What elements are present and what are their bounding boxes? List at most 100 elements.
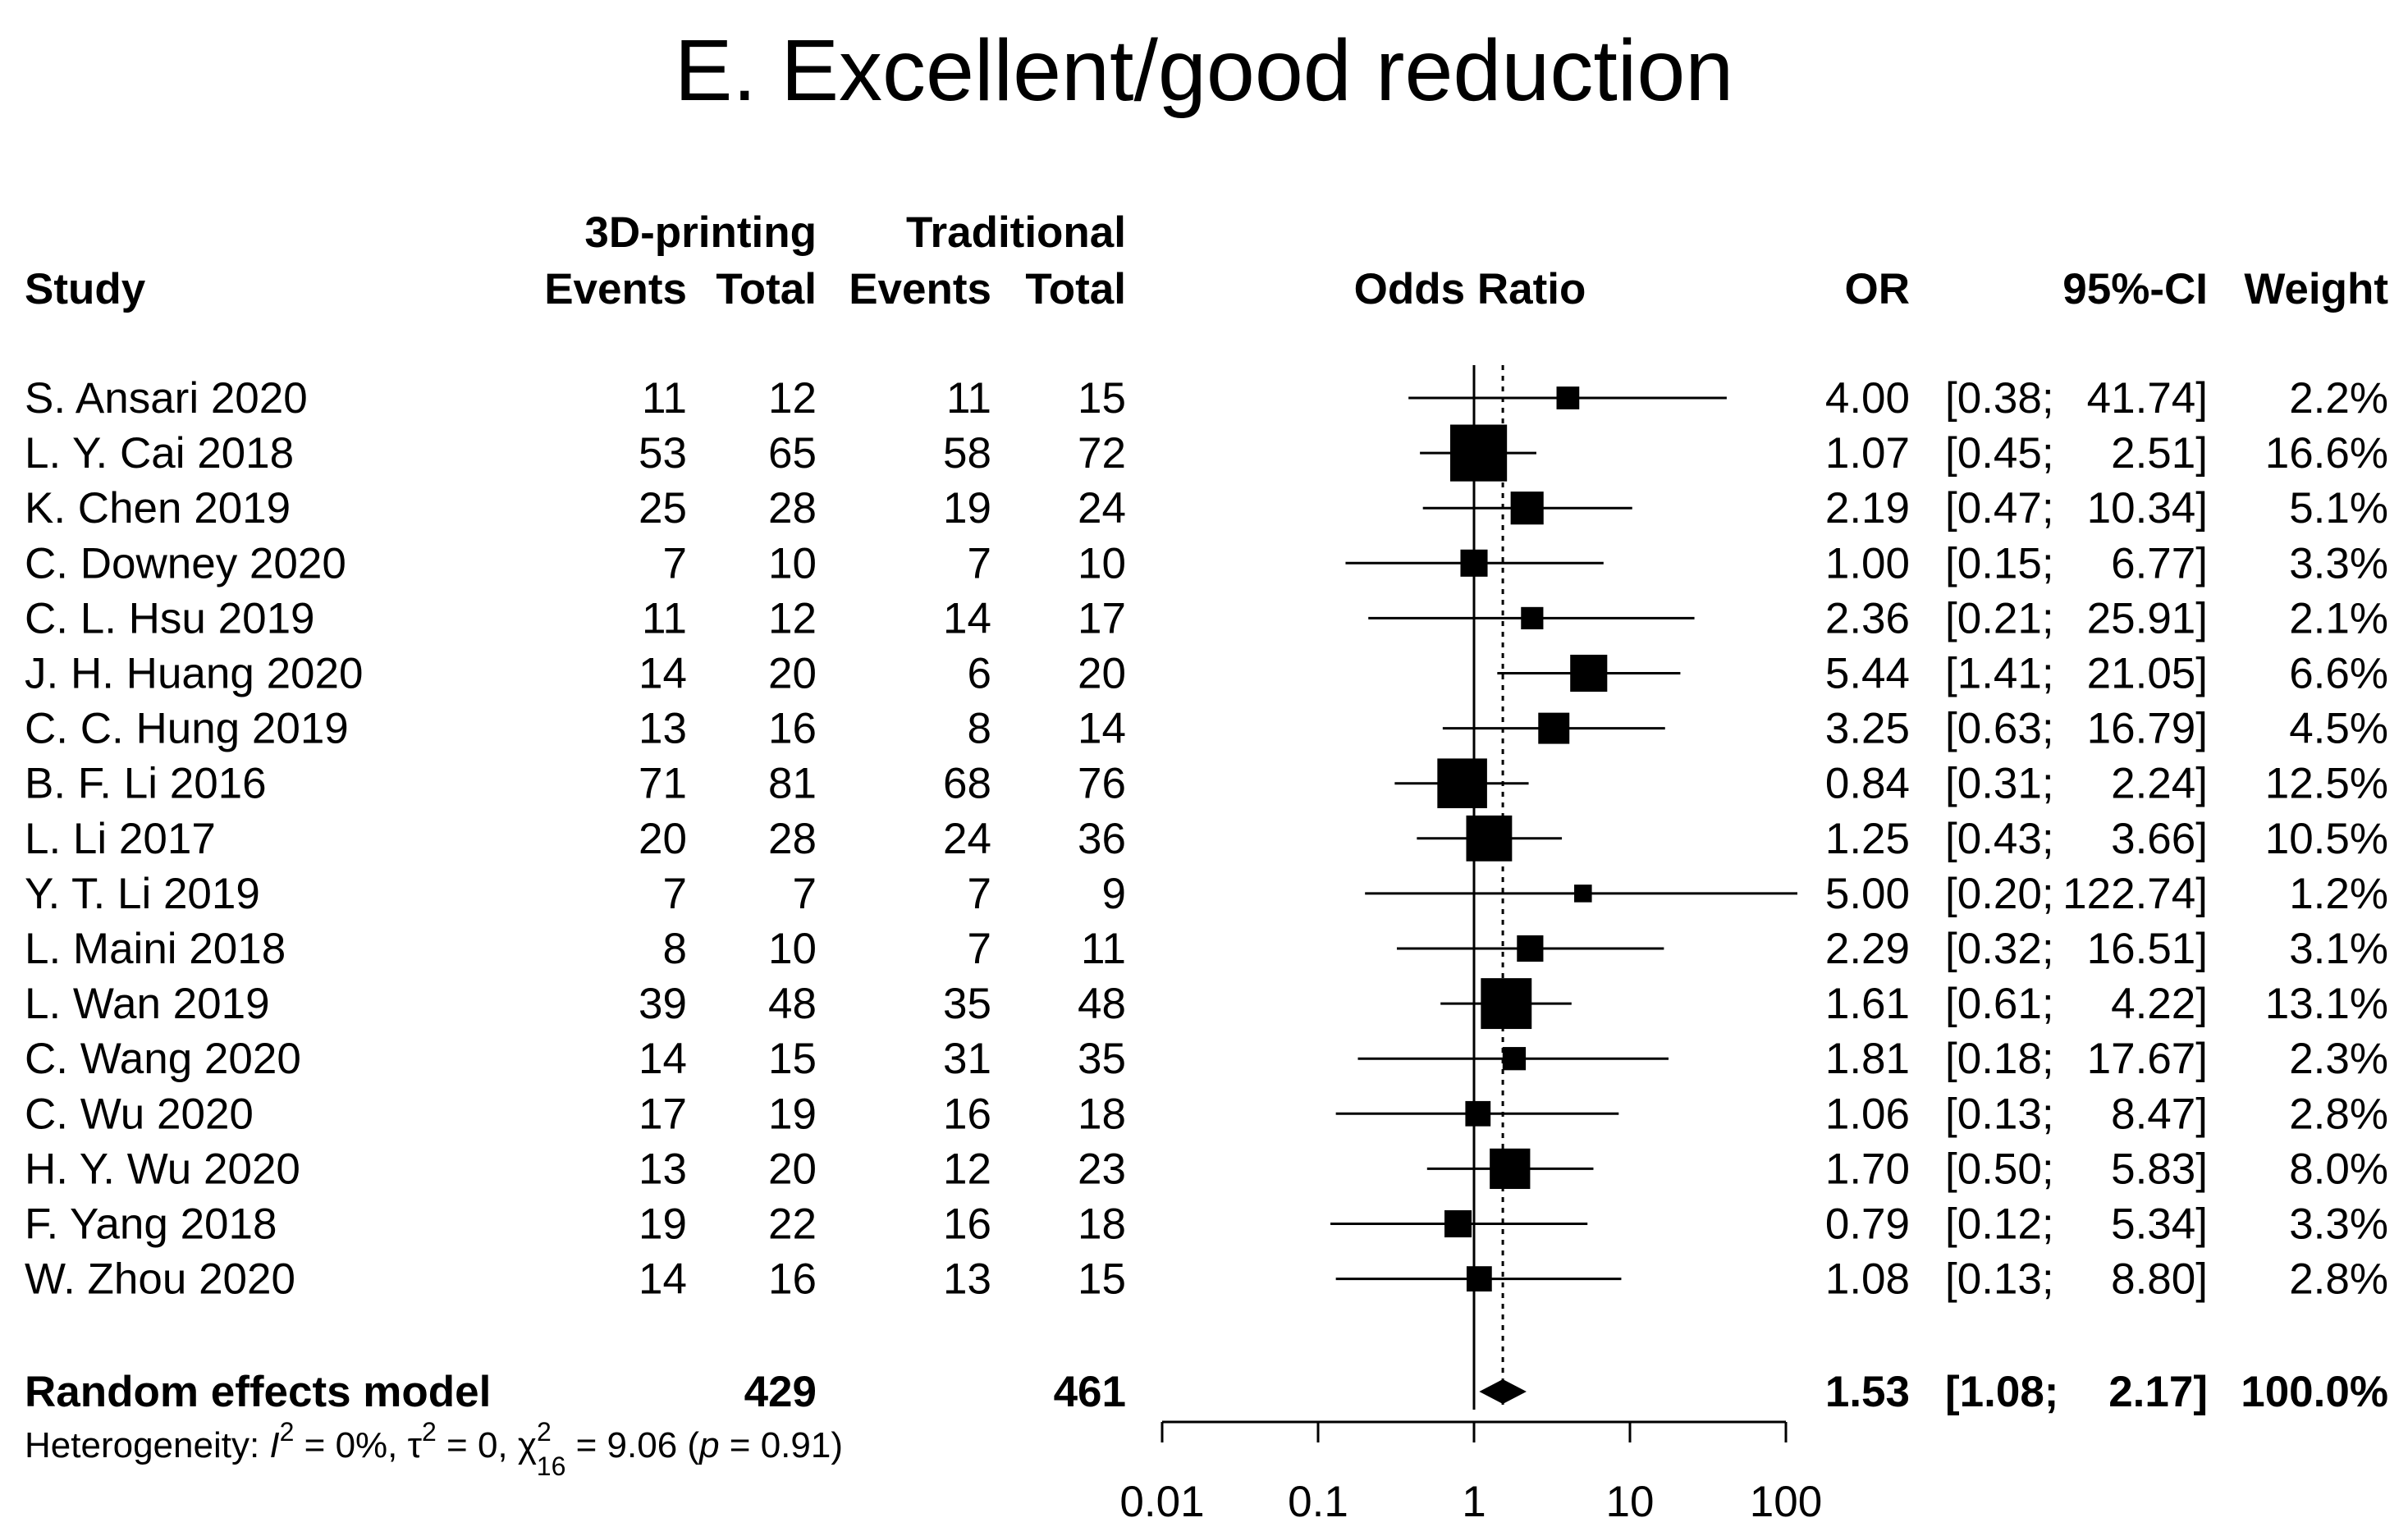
x-tick-label: 0.01 (1119, 1478, 1204, 1526)
events-3d: 11 (642, 374, 687, 423)
study-marker (1444, 1209, 1472, 1238)
ci-high: 25.91] (2087, 594, 2208, 642)
chart-title: E. Excellent/good reduction (675, 22, 1733, 119)
weight-value: 3.1% (2289, 925, 2388, 973)
events-3d: 13 (639, 1145, 687, 1193)
total-trad: 24 (1078, 484, 1126, 533)
pooled-or: 1.53 (1825, 1368, 1910, 1416)
ci-low: [0.12; (1945, 1200, 2054, 1249)
total-3d: 81 (768, 760, 817, 808)
ci-low: [0.13; (1945, 1255, 2054, 1304)
study-marker (1481, 978, 1532, 1030)
ci-high: 16.51] (2087, 925, 2208, 973)
or-value: 1.08 (1825, 1255, 1910, 1304)
or-value: 1.70 (1825, 1145, 1910, 1193)
ci-low: [0.20; (1945, 870, 2054, 918)
events-3d: 39 (639, 980, 687, 1028)
ci-high: 5.34] (2111, 1200, 2208, 1249)
or-value: 5.00 (1825, 870, 1910, 918)
ci-high: 8.80] (2111, 1255, 2208, 1304)
pooled-ci-high: 2.17] (2108, 1368, 2208, 1416)
total-trad: 23 (1078, 1145, 1126, 1193)
events-3d: 53 (639, 429, 687, 478)
study-name: K. Chen 2019 (25, 484, 291, 533)
pooled-ci-low: [1.08; (1945, 1368, 2058, 1416)
total-trad: 35 (1078, 1035, 1126, 1083)
ci-low: [1.41; (1945, 650, 2054, 698)
or-value: 5.44 (1825, 650, 1910, 698)
weight-value: 3.3% (2289, 539, 2388, 587)
header-or: OR (1845, 265, 1911, 313)
plot-area (1330, 365, 1797, 1410)
total-trad: 18 (1078, 1090, 1126, 1138)
events-trad: 13 (943, 1255, 991, 1304)
events-3d: 17 (639, 1090, 687, 1138)
events-trad: 35 (943, 980, 991, 1028)
events-trad: 68 (943, 760, 991, 808)
total-3d: 22 (768, 1200, 817, 1249)
study-marker (1517, 935, 1544, 962)
events-3d: 11 (642, 594, 687, 642)
weight-value: 4.5% (2289, 705, 2388, 753)
total-trad: 76 (1078, 760, 1126, 808)
study-name: F. Yang 2018 (25, 1200, 277, 1249)
study-marker (1490, 1148, 1531, 1190)
total-trad: 10 (1078, 539, 1126, 587)
total-3d: 12 (768, 594, 817, 642)
ci-low: [0.50; (1945, 1145, 2054, 1193)
weight-value: 2.8% (2289, 1090, 2388, 1138)
total-3d: 19 (768, 1090, 817, 1138)
ci-high: 17.67] (2087, 1035, 2208, 1083)
events-trad: 8 (968, 705, 991, 753)
total-3d: 16 (768, 705, 817, 753)
events-3d: 14 (639, 1255, 687, 1304)
ci-low: [0.38; (1945, 374, 2054, 423)
ci-low: [0.21; (1945, 594, 2054, 642)
study-name: C. Wang 2020 (25, 1035, 301, 1083)
ci-high: 6.77] (2111, 539, 2208, 587)
events-3d: 7 (663, 539, 687, 587)
events-trad: 7 (968, 539, 991, 587)
study-name: J. H. Huang 2020 (25, 650, 363, 698)
study-name: H. Y. Wu 2020 (25, 1145, 300, 1193)
header-traditional: Traditional (906, 208, 1126, 257)
ci-high: 122.74] (2062, 870, 2208, 918)
pooled-total-trad: 461 (1054, 1368, 1126, 1416)
total-3d: 10 (768, 539, 817, 587)
total-trad: 20 (1078, 650, 1126, 698)
total-trad: 18 (1078, 1200, 1126, 1249)
header-3d-printing: 3D-printing (584, 208, 817, 257)
study-rows: S. Ansari 2020 11 12 11 15 4.00 [0.38; 41.74] 2.… (25, 374, 2388, 1304)
weight-value: 2.8% (2289, 1255, 2388, 1304)
x-tick-label: 100 (1750, 1478, 1822, 1526)
ci-low: [0.45; (1945, 429, 2054, 478)
or-value: 2.19 (1825, 484, 1910, 533)
ci-high: 2.51] (2111, 429, 2208, 478)
weight-value: 13.1% (2265, 980, 2388, 1028)
or-value: 1.00 (1825, 539, 1910, 587)
or-value: 1.06 (1825, 1090, 1910, 1138)
or-value: 1.61 (1825, 980, 1910, 1028)
total-3d: 28 (768, 484, 817, 533)
header-total-3d: Total (716, 265, 817, 313)
study-name: C. L. Hsu 2019 (25, 594, 315, 642)
study-marker (1466, 815, 1513, 862)
or-value: 0.79 (1825, 1200, 1910, 1249)
events-trad: 58 (943, 429, 991, 478)
ci-high: 4.22] (2111, 980, 2208, 1028)
ci-low: [0.63; (1945, 705, 2054, 753)
study-name: Y. T. Li 2019 (25, 870, 260, 918)
study-marker (1556, 386, 1580, 409)
study-name: L. Y. Cai 2018 (25, 429, 294, 478)
ci-low: [0.31; (1945, 760, 2054, 808)
header-events-trad: Events (849, 265, 991, 313)
events-trad: 24 (943, 815, 991, 863)
events-3d: 8 (663, 925, 687, 973)
events-trad: 16 (943, 1200, 991, 1249)
total-3d: 20 (768, 1145, 817, 1193)
or-value: 1.81 (1825, 1035, 1910, 1083)
study-marker (1437, 758, 1487, 808)
study-name: L. Li 2017 (25, 815, 216, 863)
weight-value: 8.0% (2289, 1145, 2388, 1193)
